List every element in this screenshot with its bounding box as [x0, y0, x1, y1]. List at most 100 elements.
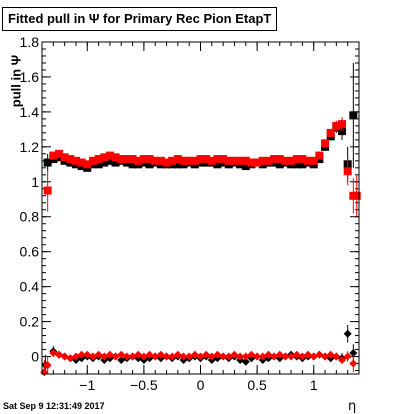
x-tick-label: 0 — [197, 377, 205, 393]
data-point — [349, 359, 358, 368]
data-point — [139, 155, 148, 164]
data-point — [179, 352, 188, 361]
x-axis-label: η — [348, 399, 357, 414]
data-point — [145, 155, 154, 164]
plot-frame — [41, 41, 360, 375]
data-point — [207, 156, 216, 165]
series-mean-black — [41, 325, 358, 374]
data-point — [349, 111, 358, 120]
data-point — [236, 352, 245, 361]
data-point — [241, 162, 250, 171]
data-point — [43, 186, 52, 195]
y-axis-label: pull in Ψ — [8, 54, 24, 108]
data-point — [156, 156, 165, 165]
data-point — [88, 156, 97, 165]
data-point — [281, 156, 290, 165]
y-axis-label-box: pull in Ψ — [7, 46, 25, 116]
data-point — [230, 156, 239, 165]
y-tick-label: 0 — [31, 349, 39, 365]
data-point — [332, 121, 341, 130]
data-point — [43, 361, 52, 370]
data-point — [281, 352, 290, 361]
data-point — [77, 350, 86, 359]
data-point — [111, 158, 120, 167]
series-width-red — [43, 117, 361, 217]
data-point — [190, 156, 199, 165]
data-point — [196, 155, 205, 164]
data-point — [213, 155, 222, 164]
data-point — [275, 155, 284, 164]
data-point — [253, 158, 262, 167]
data-point — [49, 151, 58, 160]
chart-title: Fitted pull in Ψ for Primary Rec Pion Et… — [2, 7, 278, 31]
data-series — [40, 62, 361, 377]
data-point — [185, 156, 194, 165]
data-point — [292, 155, 301, 164]
y-tick-label: 1.8 — [20, 34, 40, 50]
y-tick-label: 0.8 — [20, 209, 40, 225]
x-tick-label: −1 — [79, 377, 95, 393]
data-point — [54, 149, 63, 158]
data-point — [162, 352, 171, 361]
data-point — [326, 128, 335, 137]
data-point — [168, 156, 177, 165]
data-point — [128, 155, 137, 164]
axis-ticks: 0 0.2 0.4 0.6 0.8 1 1.2 1.4 1.6 1.8 −1 −0.5 0 0.5 1 — [20, 34, 359, 393]
data-point — [117, 155, 126, 164]
data-point — [304, 156, 313, 165]
data-point — [94, 160, 103, 169]
data-point — [343, 352, 352, 361]
data-point — [77, 158, 86, 167]
data-point — [298, 160, 307, 169]
data-point — [40, 368, 49, 377]
series-mean-red — [40, 349, 358, 377]
data-point — [298, 155, 307, 164]
data-point — [332, 352, 341, 361]
data-point — [128, 160, 137, 169]
data-point — [349, 349, 358, 358]
data-point — [83, 160, 92, 169]
y-tick-label: 0.6 — [20, 244, 40, 260]
data-point — [60, 153, 69, 162]
data-point — [241, 156, 250, 165]
data-point — [43, 158, 52, 167]
y-tick-label: 0.4 — [20, 279, 40, 295]
data-point — [145, 160, 154, 169]
x-tick-label: −0.5 — [130, 377, 158, 393]
data-point — [343, 167, 352, 176]
data-point — [275, 160, 284, 169]
data-point — [66, 155, 75, 164]
data-point — [122, 155, 131, 164]
data-point — [236, 156, 245, 165]
data-point — [151, 156, 160, 165]
data-point — [179, 156, 188, 165]
y-tick-label: 1.2 — [20, 139, 40, 155]
data-point — [321, 139, 330, 148]
data-point — [309, 156, 318, 165]
data-point — [213, 160, 222, 169]
data-point — [219, 155, 228, 164]
data-point — [258, 156, 267, 165]
y-tick-label: 1.4 — [20, 104, 40, 120]
data-point — [94, 155, 103, 164]
date-stamp: Sat Sep 9 12:31:49 2017 — [3, 401, 105, 411]
x-tick-label: 1 — [310, 377, 318, 393]
y-tick-label: 1 — [31, 174, 39, 190]
data-point — [315, 151, 324, 160]
data-point — [287, 156, 296, 165]
data-point — [71, 156, 80, 165]
data-point — [162, 158, 171, 167]
data-point — [338, 120, 347, 129]
data-point — [173, 155, 182, 164]
data-point — [247, 158, 256, 167]
data-point — [338, 356, 347, 365]
data-point — [292, 160, 301, 169]
data-point — [173, 160, 182, 169]
x-tick-label: 0.5 — [247, 377, 267, 393]
data-point — [111, 153, 120, 162]
y-tick-label: 1.6 — [20, 69, 40, 85]
data-point — [219, 352, 228, 361]
data-point — [241, 357, 250, 366]
data-point — [105, 151, 114, 160]
